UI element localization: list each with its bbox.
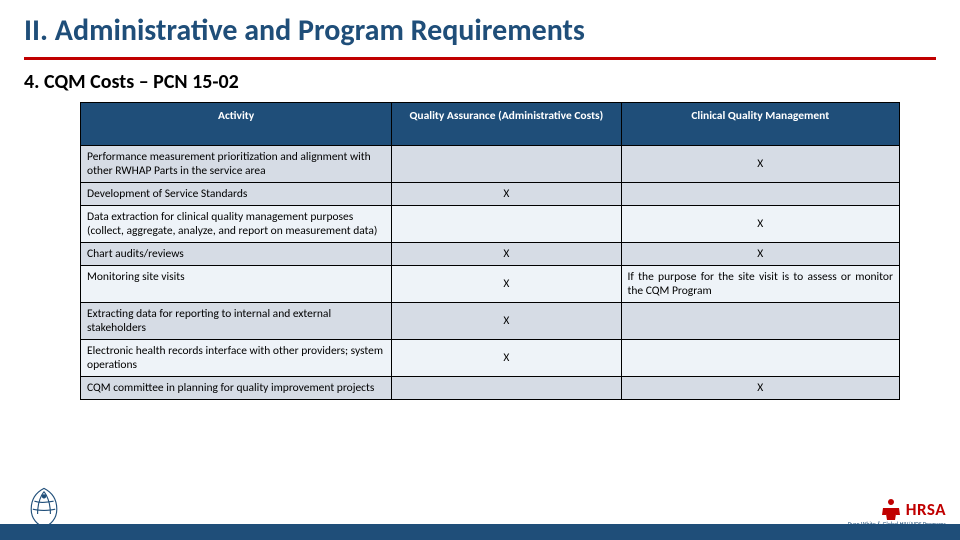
cell-qa: X [392,303,621,340]
cell-activity: Development of Service Standards [81,183,392,206]
cell-activity: Chart audits/reviews [81,243,392,266]
col-activity: Activity [81,103,392,146]
cell-activity: Electronic health records interface with… [81,340,392,377]
hhs-logo [18,482,78,526]
cell-qa [392,146,621,183]
cell-cqm: If the purpose for the site visit is to … [621,266,899,303]
cell-cqm: X [621,206,899,243]
cell-cqm: X [621,146,899,183]
table-row: Development of Service Standards X [81,183,900,206]
cell-activity: Extracting data for reporting to interna… [81,303,392,340]
hrsa-logo: HRSA [882,498,946,520]
cell-qa: X [392,266,621,303]
table-container: Activity Quality Assurance (Administrati… [0,102,960,400]
hhs-eagle-icon [18,482,70,530]
table-row: Electronic health records interface with… [81,340,900,377]
table-row: Monitoring site visits X If the purpose … [81,266,900,303]
cell-activity: Monitoring site visits [81,266,392,303]
table-row: CQM committee in planning for quality im… [81,377,900,400]
cell-activity: CQM committee in planning for quality im… [81,377,392,400]
cell-activity: Data extraction for clinical quality man… [81,206,392,243]
hrsa-label: HRSA [906,499,946,520]
slide-subtitle: 4. CQM Costs – PCN 15-02 [0,60,960,102]
cqm-costs-table: Activity Quality Assurance (Administrati… [80,102,900,400]
table-row: Chart audits/reviews X X [81,243,900,266]
col-quality-assurance: Quality Assurance (Administrative Costs) [392,103,621,146]
cell-cqm [621,340,899,377]
hrsa-tagline: Ryan White & Global HIV/AIDS Programs [848,520,946,528]
cell-cqm [621,303,899,340]
cell-activity: Performance measurement prioritization a… [81,146,392,183]
table-row: Extracting data for reporting to interna… [81,303,900,340]
cell-qa: X [392,340,621,377]
hrsa-person-icon [882,498,900,520]
cell-qa: X [392,243,621,266]
table-row: Data extraction for clinical quality man… [81,206,900,243]
cell-cqm [621,183,899,206]
cell-qa [392,377,621,400]
cell-qa [392,206,621,243]
table-row: Performance measurement prioritization a… [81,146,900,183]
table-header-row: Activity Quality Assurance (Administrati… [81,103,900,146]
cell-qa: X [392,183,621,206]
slide-title: II. Administrative and Program Requireme… [0,0,960,55]
cell-cqm: X [621,243,899,266]
footer-bar [0,524,960,540]
cell-cqm: X [621,377,899,400]
col-clinical-quality-management: Clinical Quality Management [621,103,899,146]
slide: II. Administrative and Program Requireme… [0,0,960,540]
